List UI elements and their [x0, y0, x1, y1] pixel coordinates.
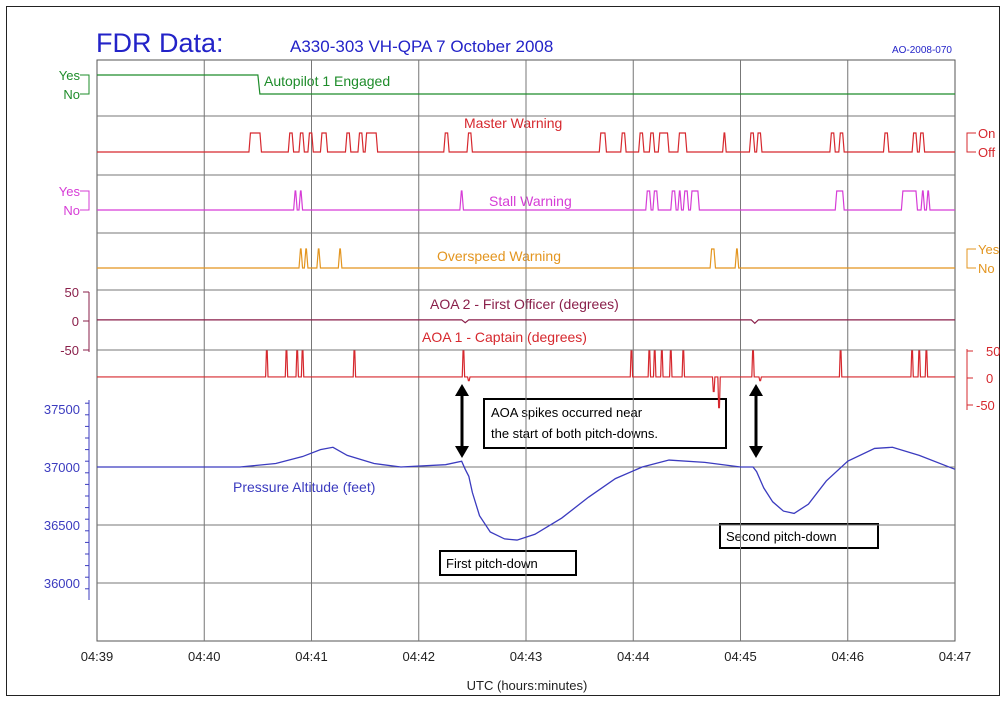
x-tick-label: 04:43 — [510, 649, 543, 664]
aoa2-y-tick-label: 50 — [65, 285, 79, 300]
autopilot-series-line — [97, 74, 955, 95]
altitude-y-tick-label: 37500 — [44, 402, 80, 417]
first-pitch-down-label: First pitch-down — [446, 556, 538, 571]
overspeed-bracket — [966, 248, 976, 269]
second-pitch-down-label: Second pitch-down — [726, 529, 837, 544]
aoa1-y-tick-label: 50 — [986, 344, 1000, 359]
overspeed-warning-series-label: Overspeed Warning — [437, 248, 561, 264]
x-axis-label: UTC (hours:minutes) — [467, 678, 588, 693]
aoa2-y-tick-label: 0 — [72, 314, 79, 329]
master-high-label: On — [978, 126, 995, 141]
aoa-spikes-callout-line1: AOA spikes occurred near — [491, 405, 643, 420]
aoa2-series-label: AOA 2 - First Officer (degrees) — [430, 296, 619, 312]
master-series-line — [97, 132, 955, 153]
stall-warning-series-label: Stall Warning — [489, 193, 572, 209]
altitude-series-line — [97, 446, 956, 541]
second-pitch-down-arrow — [749, 384, 763, 458]
altitude-y-tick-label: 36500 — [44, 518, 80, 533]
autopilot-bracket — [80, 74, 90, 95]
x-tick-label: 04:47 — [939, 649, 972, 664]
x-tick-label: 04:45 — [724, 649, 757, 664]
autopilot-high-label: Yes — [59, 68, 81, 83]
x-tick-label: 04:44 — [617, 649, 650, 664]
aoa1-series-label: AOA 1 - Captain (degrees) — [422, 329, 587, 345]
first-pitch-down-box — [439, 550, 577, 576]
stall-series-line — [97, 190, 955, 211]
report-id: AO-2008-070 — [892, 45, 952, 56]
second-pitch-down-box — [719, 523, 879, 549]
aoa2-y-tick-label: -50 — [60, 343, 79, 358]
overspeed-high-label: Yes — [978, 242, 1000, 257]
altitude-series-label: Pressure Altitude (feet) — [233, 479, 375, 495]
aoa1-y-tick-label: -50 — [976, 398, 995, 413]
stall-low-label: No — [63, 203, 80, 218]
aoa-spikes-callout-line2: the start of both pitch-downs. — [491, 426, 658, 441]
autopilot-series-label: Autopilot 1 Engaged — [264, 73, 390, 89]
master-warning-series-label: Master Warning — [464, 115, 562, 131]
master-bracket — [966, 132, 976, 153]
x-tick-label: 04:39 — [81, 649, 114, 664]
x-tick-label: 04:46 — [831, 649, 864, 664]
x-tick-label: 04:41 — [295, 649, 328, 664]
first-pitch-down-arrow — [455, 384, 469, 458]
overspeed-series-line — [97, 248, 955, 269]
autopilot-low-label: No — [63, 87, 80, 102]
aoa1-series-line — [97, 350, 955, 409]
aoa1-y-tick-label: 0 — [986, 371, 993, 386]
chart-frame — [6, 6, 1000, 696]
master-low-label: Off — [978, 145, 995, 160]
x-tick-label: 04:42 — [402, 649, 435, 664]
stall-bracket — [80, 190, 90, 211]
chart-title: FDR Data: — [96, 28, 224, 58]
stall-high-label: Yes — [59, 184, 81, 199]
aoa2-series-line — [97, 319, 955, 325]
chart-plot-area: 04:39 04:40 04:41 04:42 04:43 04:44 04:45 04:46… — [44, 59, 1000, 664]
overspeed-low-label: No — [978, 261, 995, 276]
x-tick-label: 04:40 — [188, 649, 221, 664]
aoa-spikes-callout-box — [483, 398, 727, 449]
altitude-y-tick-label: 37000 — [44, 460, 80, 475]
chart-subtitle: A330-303 VH-QPA 7 October 2008 — [290, 37, 553, 56]
altitude-y-tick-label: 36000 — [44, 576, 80, 591]
